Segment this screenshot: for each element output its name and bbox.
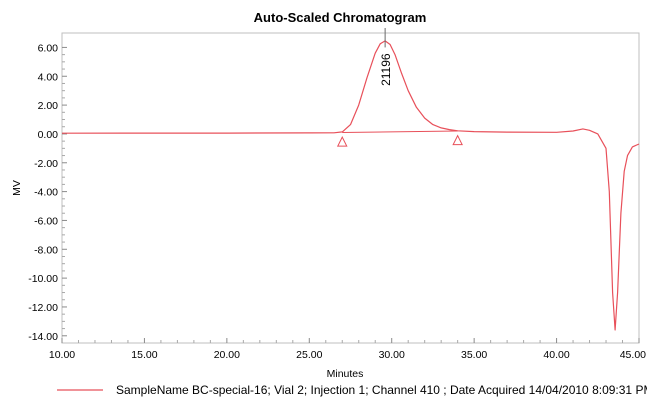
y-tick-label: -6.00 (34, 215, 58, 227)
integration-baseline (342, 130, 458, 133)
y-tick-label: -8.00 (34, 244, 58, 256)
x-axis-label: Minutes (327, 368, 364, 380)
x-tick-label: 45.00 (620, 349, 646, 361)
y-tick-label: -12.00 (28, 302, 58, 314)
annotation-layer: 21196 (336, 28, 463, 147)
legend-entry: SampleName BC-special-16; Vial 2; Inject… (116, 383, 647, 397)
x-tick-label: 25.00 (296, 349, 322, 361)
x-tick-label: 10.00 (49, 349, 75, 361)
y-tick-label: 2.00 (38, 100, 59, 112)
y-axis-label: MV (11, 180, 23, 196)
x-tick-label: 15.00 (131, 349, 157, 361)
x-tick-label: 40.00 (543, 349, 569, 361)
y-axis: 6.00 4.00 2.00 0.00 -2.00 -4.00 -6.00 -8.00 -10.… (28, 42, 67, 343)
integration-marker (336, 135, 348, 147)
x-tick-label: 35.00 (461, 349, 487, 361)
integration-marker (452, 134, 463, 146)
chart-title: Auto-Scaled Chromatogram (254, 10, 427, 25)
x-tick-label: 30.00 (379, 349, 405, 361)
y-tick-label: -14.00 (28, 331, 58, 343)
y-tick-label: 6.00 (38, 42, 59, 54)
y-tick-label: -4.00 (34, 187, 58, 199)
y-tick-label: -2.00 (34, 158, 58, 170)
series-line (61, 40, 640, 331)
y-tick-label: -10.00 (28, 273, 58, 285)
x-axis: 10.00 15.00 20.00 25.00 30.00 35.00 40.00 45.00 (49, 338, 646, 361)
y-tick-label: 0.00 (38, 129, 59, 141)
x-tick-label: 20.00 (214, 349, 240, 361)
series-layer (61, 40, 640, 331)
y-tick-label: 4.00 (38, 71, 59, 83)
plot-frame (61, 32, 640, 344)
peak-label: 21196 (379, 53, 393, 86)
